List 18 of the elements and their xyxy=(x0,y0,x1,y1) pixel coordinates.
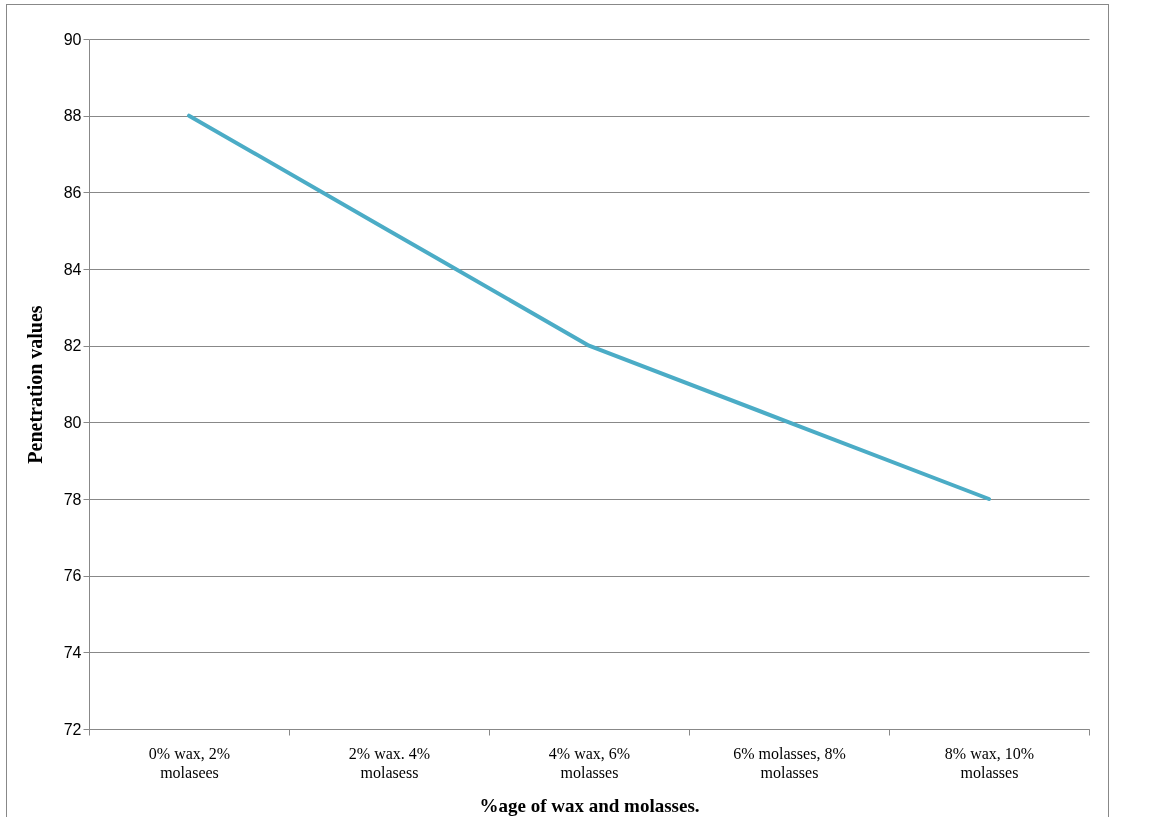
y-tick-label: 80 xyxy=(63,413,82,431)
y-tick-label: 74 xyxy=(63,643,82,661)
x-tick-label: 0% wax, 2% molasees xyxy=(148,744,231,781)
y-tick-label: 76 xyxy=(63,567,82,585)
y-tick-label: 88 xyxy=(63,107,82,125)
x-tick-label: 4% wax, 6% molasses xyxy=(548,744,631,781)
y-tick-label: 84 xyxy=(63,260,82,278)
y-tick-label: 78 xyxy=(63,490,82,508)
y-tick-label: 72 xyxy=(63,720,82,738)
x-tick-label: 2% wax. 4% molasess xyxy=(348,744,431,781)
x-tick-label: 8% wax, 10% molasses xyxy=(944,744,1035,781)
y-tick-label: 82 xyxy=(63,337,82,355)
y-axis-title: Penetration values xyxy=(23,305,46,464)
x-tick-label: 6% molasses, 8% molasses xyxy=(733,744,846,781)
y-tick-label: 90 xyxy=(63,30,82,48)
x-axis-title: %age of wax and molasses. xyxy=(479,794,700,816)
y-tick-label: 86 xyxy=(63,183,82,201)
line-series xyxy=(187,113,991,501)
